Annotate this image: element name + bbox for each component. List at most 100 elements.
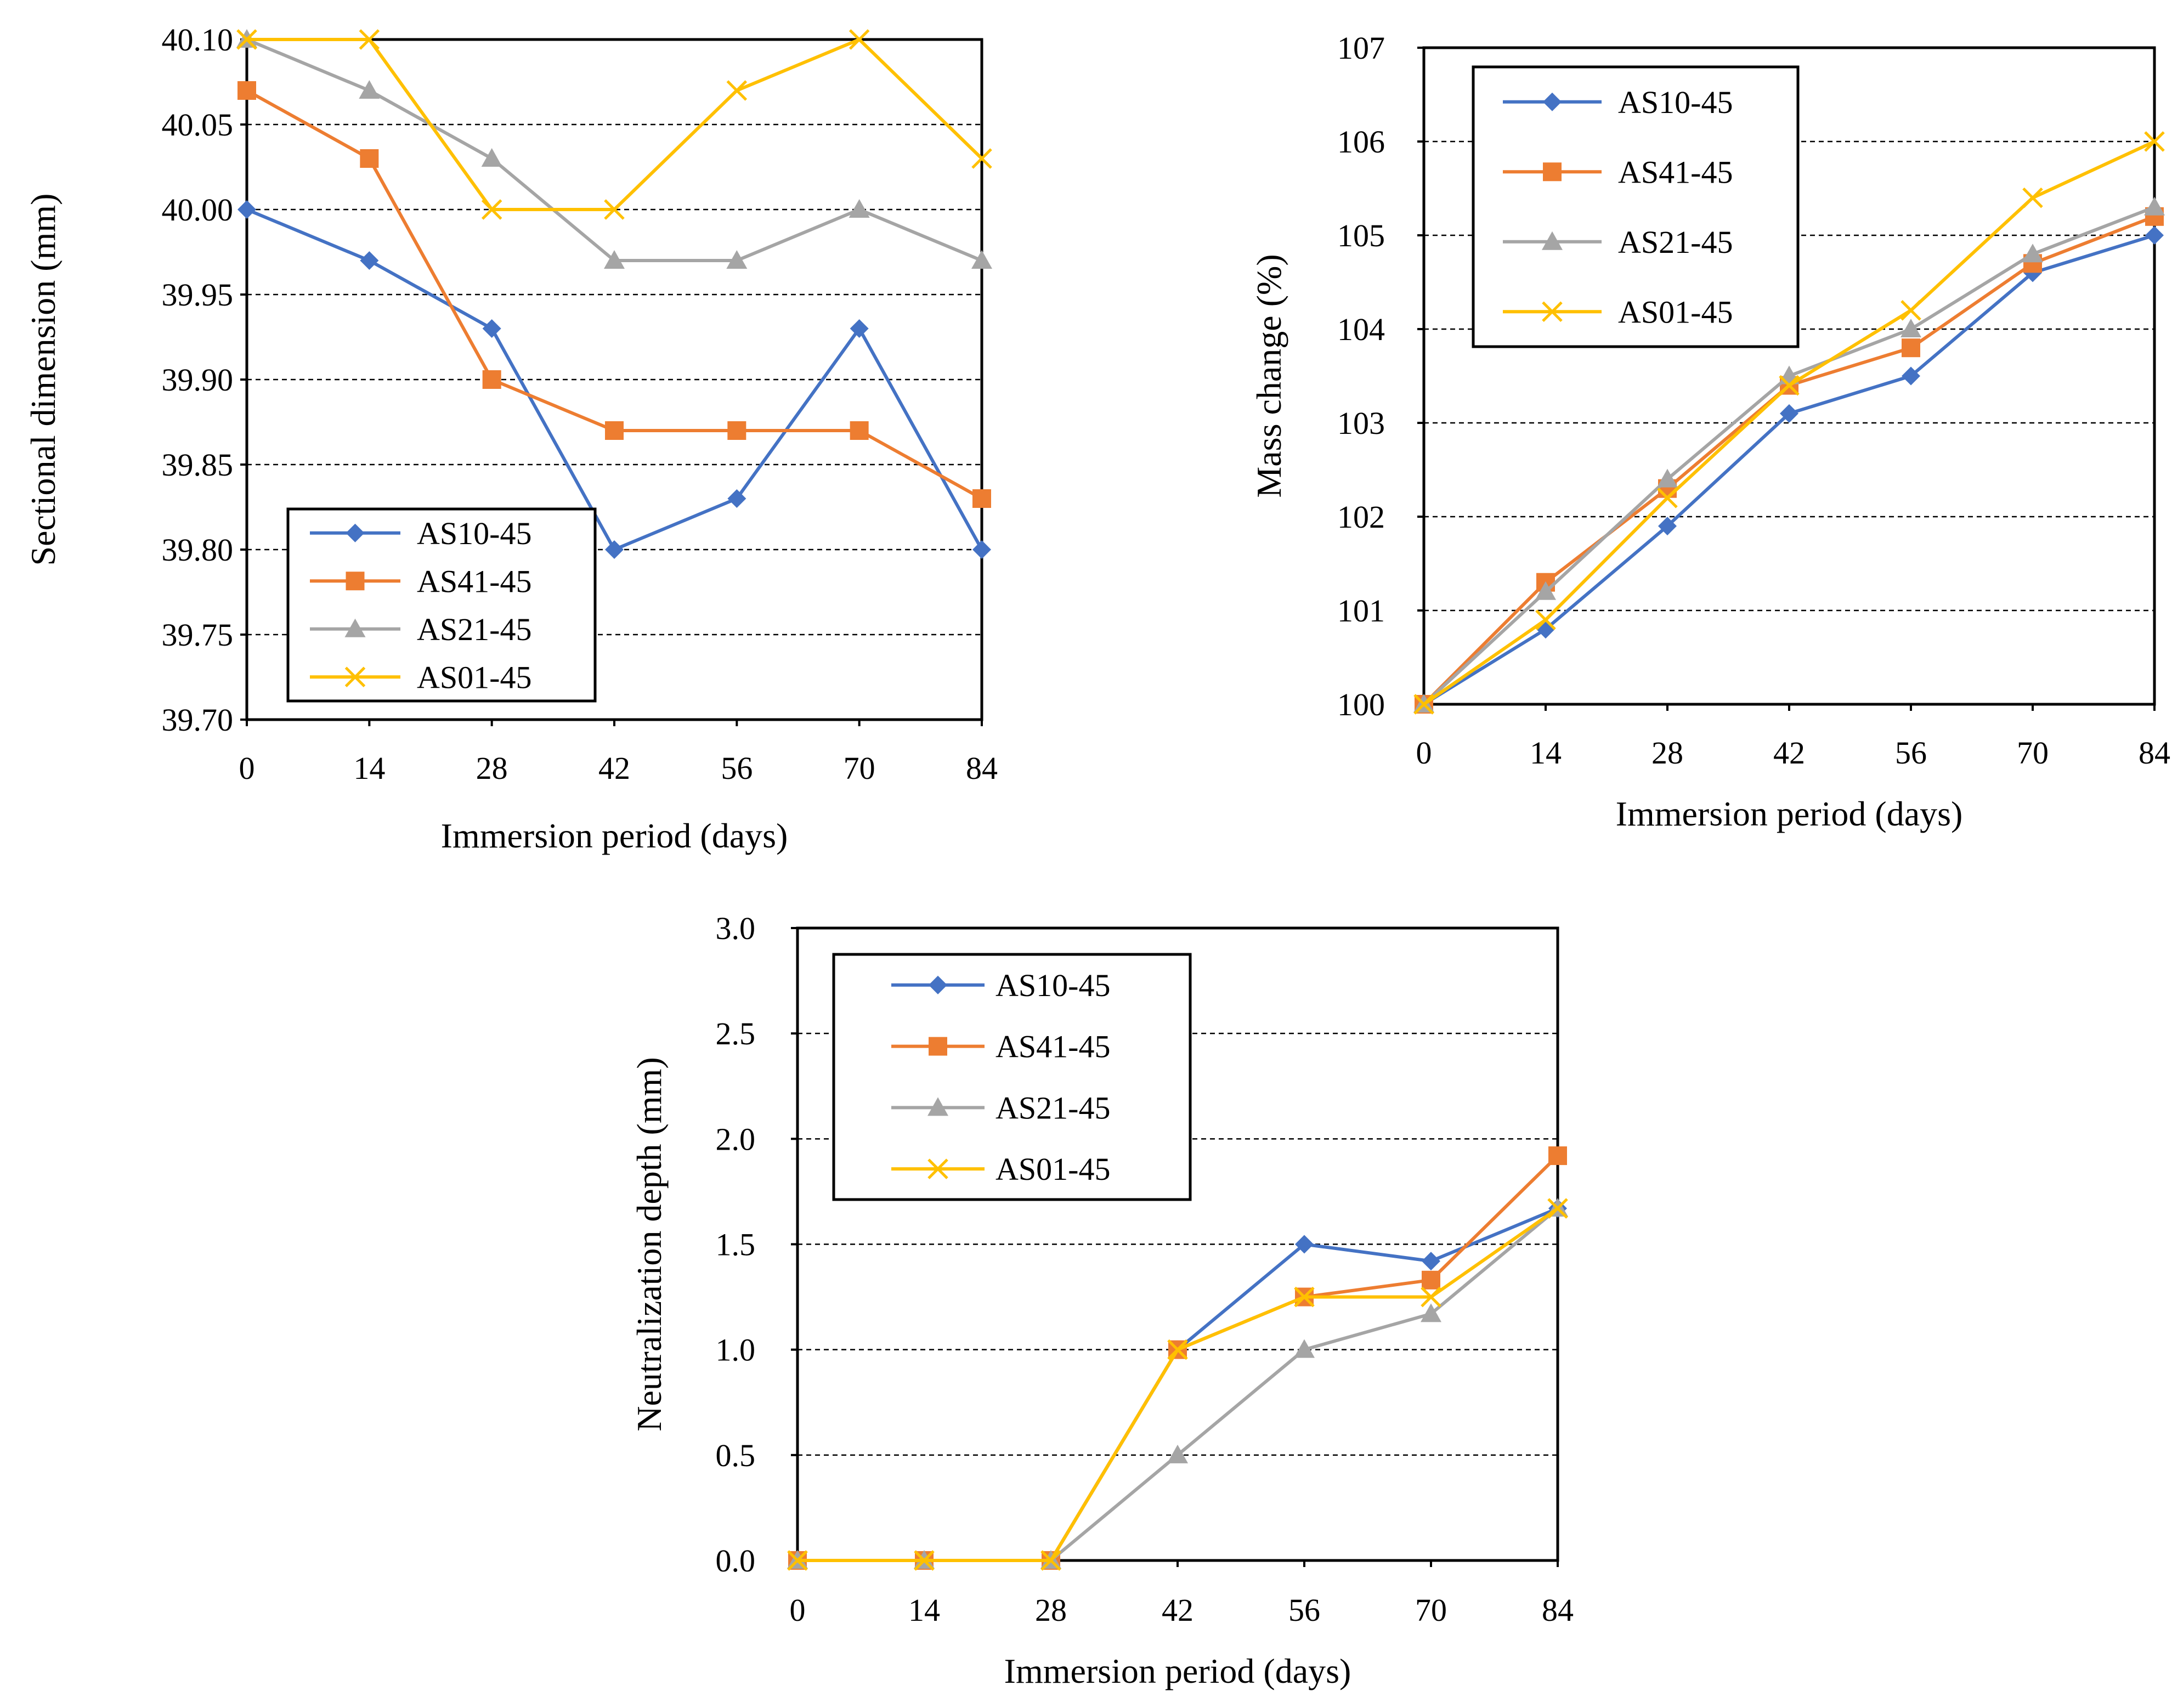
data-point-as10-45	[1422, 1252, 1440, 1271]
data-point-as01-45	[849, 29, 870, 50]
data-point-as41-45	[1902, 338, 1920, 358]
legend-marker	[1543, 162, 1562, 182]
x-tick-label: 14	[1530, 735, 1562, 771]
y-tick-label: 1.0	[716, 1332, 756, 1368]
y-tick-label: 40.10	[162, 22, 234, 58]
data-point-as21-45	[481, 148, 502, 167]
y-tick-label: 102	[1337, 499, 1385, 535]
data-point-as10-45	[1780, 404, 1798, 423]
data-point-as01-45	[787, 1550, 808, 1571]
x-tick-label: 0	[790, 1592, 806, 1628]
legend-label: AS21-45	[1618, 224, 1733, 260]
series-line-as21-45	[797, 1207, 1559, 1562]
y-tick-label: 39.95	[162, 277, 234, 313]
data-point-as01-45	[2022, 187, 2043, 208]
legend-marker	[344, 618, 366, 637]
x-axis-title: Immersion period (days)	[1616, 794, 1963, 833]
x-tick-label: 28	[476, 750, 508, 786]
data-point-as21-45	[2144, 196, 2165, 216]
x-tick-label: 70	[844, 750, 875, 786]
legend-label: AS41-45	[417, 563, 531, 599]
x-tick-label: 14	[353, 750, 385, 786]
x-axis-title: Immersion period (days)	[441, 816, 788, 855]
x-tick-label: 0	[1416, 735, 1432, 771]
data-point-as21-45	[1421, 1303, 1441, 1322]
data-point-as10-45	[972, 540, 991, 559]
y-tick-label: 0.0	[716, 1543, 756, 1579]
data-point-as21-45	[1167, 1444, 1188, 1463]
legend: AS10-45 AS41-45 AS21-45 AS01-45	[1472, 65, 1800, 348]
data-point-as10-45	[1295, 1235, 1314, 1254]
y-tick-label: 3.0	[716, 910, 756, 946]
legend-marker	[1543, 92, 1562, 111]
data-point-as41-45	[972, 489, 991, 508]
legend: AS10-45 AS41-45 AS21-45 AS01-45	[286, 507, 597, 703]
legend-label: AS01-45	[996, 1151, 1110, 1187]
y-tick-label: 107	[1337, 30, 1385, 66]
y-tick-label: 103	[1337, 405, 1385, 441]
chart-neutralization-depth: 0.0 0.5 1.0 1.5 2.0 2.5 3.0 0 14 28 42 56 70 84 Immers…	[630, 910, 1574, 1690]
y-tick-label: 100	[1337, 687, 1385, 722]
y-tick-label: 105	[1337, 218, 1385, 253]
x-tick-label: 84	[1542, 1592, 1574, 1628]
legend-box	[286, 507, 597, 703]
x-tick-label: 42	[1162, 1592, 1194, 1628]
data-point-as01-45	[604, 199, 625, 220]
x-tick-label: 42	[598, 750, 630, 786]
data-point-as10-45	[1902, 366, 1920, 386]
x-tick-label: 70	[2017, 735, 2049, 771]
series-line-as10-45	[797, 1207, 1559, 1562]
x-tick-label: 84	[966, 750, 998, 786]
data-point-as41-45	[1548, 1146, 1567, 1166]
data-point-as10-45	[727, 489, 746, 508]
y-tick-label: 39.90	[162, 362, 234, 398]
data-point-as01-45	[1413, 694, 1434, 715]
data-point-as01-45	[1421, 1286, 1441, 1308]
y-tick-label: 40.05	[162, 107, 234, 143]
data-point-as21-45	[359, 80, 380, 99]
legend-label: AS10-45	[417, 516, 531, 551]
data-point-as01-45	[1535, 609, 1556, 630]
data-point-as10-45	[482, 319, 501, 338]
data-point-as10-45	[2145, 226, 2164, 245]
chart-mass-change: 100 101 102 103 104 105 106 107 0 14 28 42 56 70 84 Imm…	[1249, 30, 2170, 833]
legend-label: AS01-45	[1618, 294, 1733, 330]
data-point-as01-45	[1547, 1198, 1568, 1219]
data-point-as01-45	[1040, 1550, 1061, 1571]
legend-marker	[927, 1158, 948, 1179]
legend-marker	[1542, 301, 1563, 323]
y-tick-label: 101	[1337, 593, 1385, 629]
y-axis-title: Sectional dimension (mm)	[24, 194, 63, 566]
legend-marker	[929, 1037, 947, 1056]
data-point-as10-45	[850, 319, 869, 338]
y-tick-label: 39.85	[162, 447, 234, 483]
x-axis-title: Immersion period (days)	[1004, 1652, 1351, 1690]
y-tick-label: 2.0	[716, 1121, 756, 1157]
x-tick-label: 84	[2139, 735, 2170, 771]
y-tick-label: 2.5	[716, 1016, 756, 1051]
y-tick-label: 39.75	[162, 617, 234, 653]
y-tick-label: 1.5	[716, 1227, 756, 1263]
legend-label: AS10-45	[1618, 84, 1733, 120]
y-axis-title: Mass change (%)	[1249, 254, 1288, 497]
data-point-as01-45	[1779, 375, 1800, 396]
data-point-as10-45	[605, 540, 624, 559]
x-tick-label: 56	[721, 750, 753, 786]
data-point-as01-45	[359, 29, 380, 50]
data-point-as10-45	[237, 200, 256, 219]
data-point-as10-45	[360, 251, 379, 270]
data-point-as01-45	[1657, 488, 1678, 508]
data-point-as21-45	[1900, 319, 1921, 337]
data-point-as41-45	[237, 81, 256, 100]
data-point-as21-45	[1535, 581, 1556, 600]
y-tick-label: 40.00	[162, 192, 234, 228]
legend-marker	[346, 572, 365, 591]
x-tick-label: 56	[1895, 735, 1927, 771]
data-point-as01-45	[481, 199, 502, 220]
legend-marker	[1542, 231, 1563, 250]
series-line-as01-45	[797, 1207, 1559, 1562]
data-point-as41-45	[360, 149, 379, 168]
legend-box	[1472, 65, 1800, 348]
x-tick-label: 28	[1035, 1592, 1067, 1628]
